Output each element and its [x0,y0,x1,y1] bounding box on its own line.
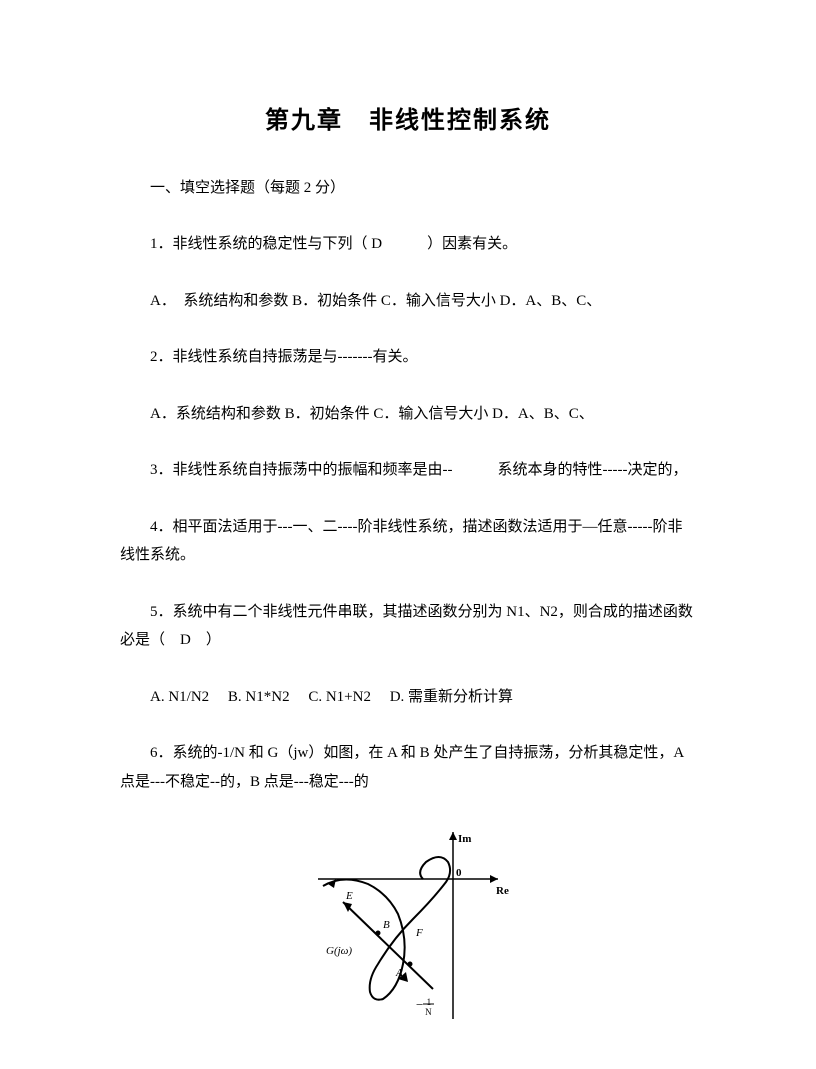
document-page: 第九章 非线性控制系统 一、填空选择题（每题 2 分） 1．非线性系统的稳定性与… [0,0,816,1069]
g-label: G(jω) [326,945,352,957]
neg-1-n-line [343,902,433,989]
question-1: 1．非线性系统的稳定性与下列（ D ）因素有关。 [120,230,696,259]
e-label: E [345,890,353,902]
figure-container: Im Re 0 E B F A G(jω) − 1N [120,824,696,1029]
origin-label: 0 [456,867,462,879]
point-b-marker [376,931,381,936]
point-a-marker [408,962,413,967]
arrow-1 [328,879,336,888]
nyquist-diagram: Im Re 0 E B F A G(jω) − 1N [298,824,518,1024]
im-label: Im [458,833,471,845]
question-5-options: A. N1/N2 B. N1*N2 C. N1+N2 D. 需重新分析计算 [120,683,696,712]
chapter-title: 第九章 非线性控制系统 [120,100,696,135]
im-axis-arrow [449,832,457,840]
a-label: A [395,967,403,979]
f-label: F [415,927,423,939]
question-5: 5．系统中有二个非线性元件串联，其描述函数分别为 N1、N2，则合成的描述函数必… [120,598,696,655]
question-6: 6．系统的-1/N 和 G（jw）如图，在 A 和 B 处产生了自持振荡，分析其… [120,739,696,796]
question-2-options: A．系统结构和参数 B．初始条件 C．输入信号大小 D．A、B、C、 [120,400,696,429]
re-axis-arrow [490,875,498,883]
b-label: B [383,919,390,931]
question-1-options: A． 系统结构和参数 B．初始条件 C．输入信号大小 D．A、B、C、 [120,287,696,316]
section-header: 一、填空选择题（每题 2 分） [120,175,696,202]
question-3: 3．非线性系统自持振荡中的振幅和频率是由-- 系统本身的特性-----决定的， [120,456,696,485]
neg1n-label: − 1N [416,997,432,1017]
question-2: 2．非线性系统自持振荡是与-------有关。 [120,343,696,372]
re-label: Re [496,885,509,897]
question-4: 4．相平面法适用于---一、二----阶非线性系统，描述函数法适用于—任意---… [120,513,696,570]
